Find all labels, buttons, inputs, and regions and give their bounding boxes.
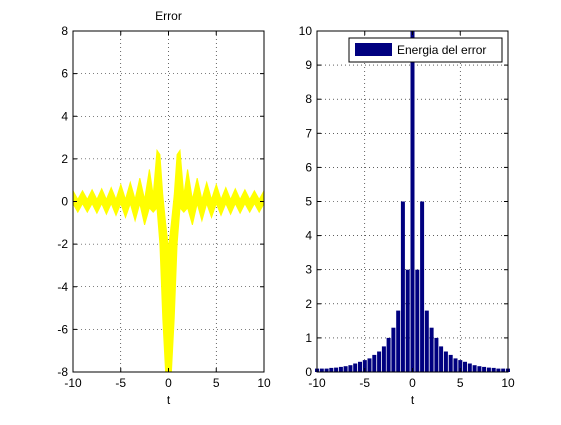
energy-bar	[472, 365, 477, 372]
y-tick-label: -2	[57, 237, 68, 251]
energy-bar	[491, 367, 496, 372]
energy-bar	[467, 363, 472, 372]
energy-bar	[420, 201, 425, 372]
y-tick-label: 0	[61, 195, 68, 209]
x-axis-label: t	[167, 393, 171, 407]
energy-bar	[477, 366, 482, 372]
y-tick-label: -4	[57, 280, 68, 294]
x-tick-label: -5	[359, 376, 370, 390]
x-tick-label: 5	[213, 376, 220, 390]
energy-bar	[362, 360, 367, 372]
energy-bar	[482, 366, 487, 372]
energy-bar	[338, 366, 343, 372]
x-tick-label: 10	[257, 376, 271, 390]
energy-bar	[334, 367, 339, 372]
energy-bar	[353, 363, 358, 372]
x-tick-label: 0	[165, 376, 172, 390]
energy-bar	[453, 358, 458, 372]
x-tick-label: 10	[501, 376, 515, 390]
energy-bar	[381, 346, 386, 372]
energy-bar	[329, 367, 334, 372]
energy-bar	[358, 361, 362, 372]
energy-bar	[391, 327, 396, 372]
legend-label: Energia del error	[397, 43, 486, 57]
y-tick-label: 4	[305, 229, 312, 243]
chart-title: Error	[155, 9, 182, 23]
energy-bar	[319, 368, 324, 372]
y-tick-label: -6	[57, 322, 68, 336]
energy-bar	[501, 368, 506, 372]
energy-bar	[458, 360, 463, 372]
energy-bar	[405, 269, 410, 372]
y-tick-label: 0	[305, 365, 312, 379]
x-axis-label: t	[411, 393, 415, 407]
energy-bar	[343, 366, 348, 372]
y-tick-label: 2	[305, 297, 312, 311]
energy-bar	[434, 337, 439, 372]
energy-bar	[443, 351, 448, 372]
energy-bar	[424, 310, 429, 372]
y-tick-label: 5	[305, 195, 312, 209]
y-tick-label: 8	[305, 92, 312, 106]
y-tick-label: 9	[305, 58, 312, 72]
x-tick-label: 5	[457, 376, 464, 390]
energy-bar	[415, 269, 420, 372]
energy-bar	[463, 361, 467, 372]
energy-bar	[396, 310, 401, 372]
y-tick-label: 3	[305, 263, 312, 277]
axes-frame	[72, 30, 265, 373]
y-tick-label: -8	[57, 365, 68, 379]
y-tick-label: 6	[61, 67, 68, 81]
legend-swatch	[355, 43, 392, 56]
energy-bar	[448, 354, 453, 372]
energy-bar	[429, 327, 434, 372]
energy-bar	[439, 346, 444, 372]
energy-bar	[367, 358, 372, 372]
energy-bar	[410, 31, 415, 372]
x-tick-label: -10	[308, 376, 326, 390]
x-tick-label: -5	[115, 376, 126, 390]
x-tick-label: 0	[409, 376, 416, 390]
energy-bar	[496, 368, 501, 372]
energy-bar	[400, 201, 405, 372]
energy-bar	[377, 351, 382, 372]
y-tick-label: 1	[305, 331, 312, 345]
y-tick-label: 6	[305, 160, 312, 174]
x-tick-label: -10	[64, 376, 82, 390]
y-tick-label: 2	[61, 152, 68, 166]
y-tick-label: 10	[299, 24, 313, 38]
y-tick-label: 7	[305, 126, 312, 140]
energy-bar	[324, 368, 329, 372]
energy-bar	[386, 337, 391, 372]
energy-bar	[348, 365, 353, 372]
energy-bar	[372, 354, 377, 372]
error-axes: -10 -5 0 5 10 -8 -6 -4 -2 0 2 4 6 8 Error t	[57, 9, 271, 407]
energy-axes: -10 -5 0 5 10 0 1 2 3 4 5 6 7 8 9 10 t Energia del error	[299, 24, 515, 407]
y-tick-label: 4	[61, 109, 68, 123]
energy-bar	[486, 367, 491, 372]
axes-frame	[316, 30, 509, 373]
y-tick-label: 8	[61, 24, 68, 38]
